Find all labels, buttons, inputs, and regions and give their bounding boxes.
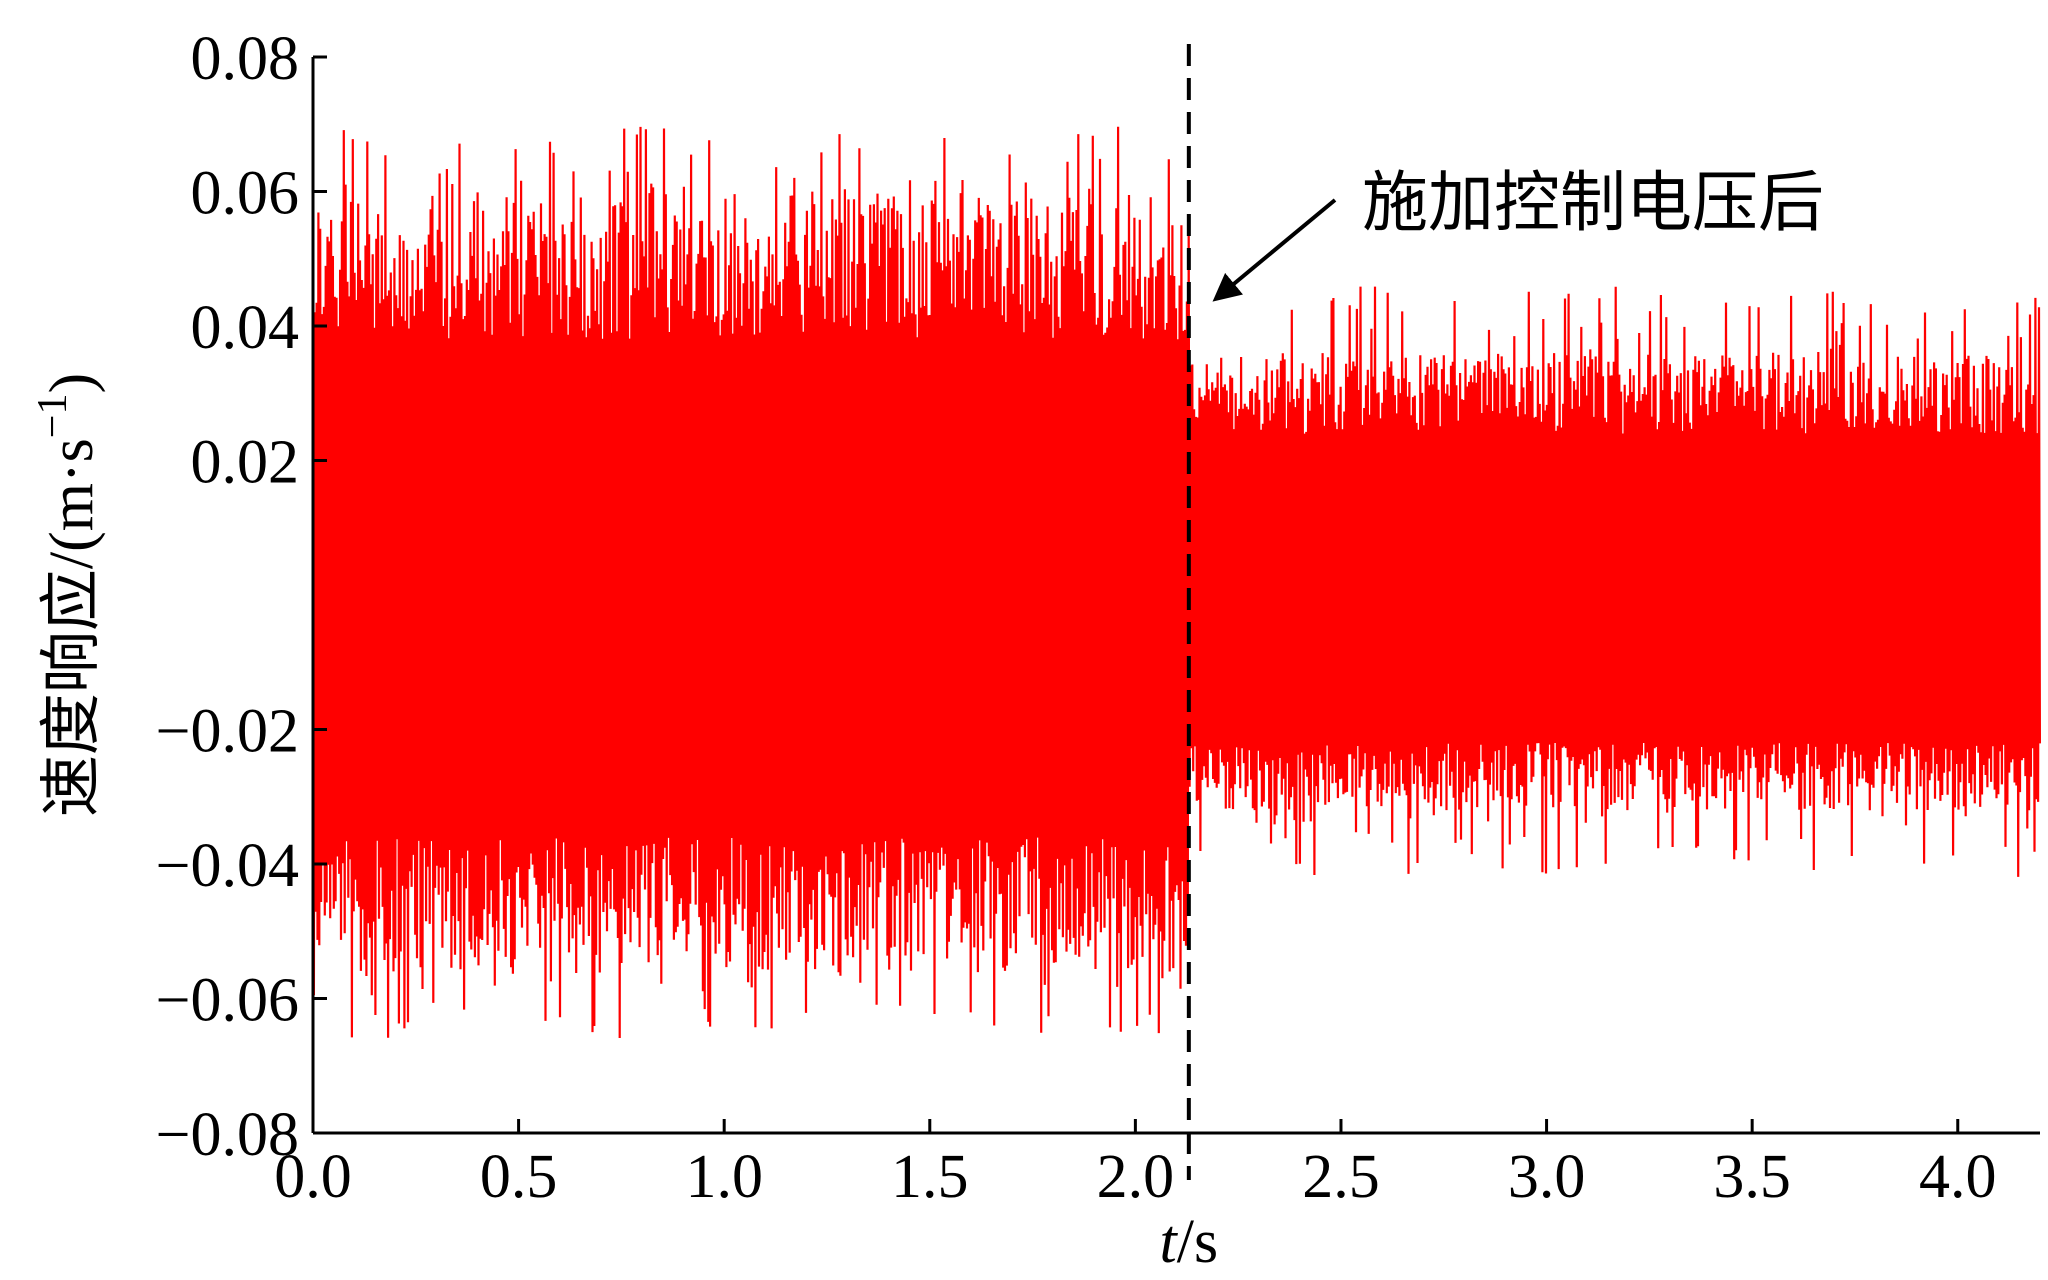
y-tick-label: 0.08 [191, 25, 300, 93]
y-axis-title-close: ) [38, 373, 106, 394]
signal-trace [313, 126, 2041, 1039]
annotation-label: 施加控制电压后 [1362, 164, 1824, 241]
x-axis-title-unit: /s [1177, 1208, 1218, 1275]
x-tick-label: 0.0 [274, 1143, 352, 1211]
x-tick-label: 3.0 [1508, 1143, 1586, 1211]
y-tick-label: −0.04 [156, 832, 299, 900]
annotation-arrow-icon [1212, 198, 1337, 302]
velocity-signal [313, 126, 2041, 1039]
y-tick-label: 0.02 [191, 429, 300, 497]
x-tick-label: 1.0 [685, 1143, 763, 1211]
x-axis-title-variable: t [1160, 1208, 1179, 1275]
y-tick-label: −0.06 [156, 967, 299, 1035]
x-tick-label: 4.0 [1919, 1143, 1997, 1211]
y-axis-title-main: 速度响应/(m·s [38, 438, 106, 817]
x-ticks: 0.0 0.5 1.0 1.5 2.0 2.5 3.0 3.5 4.0 [274, 1119, 1997, 1211]
x-axis-title: t/s [1160, 1208, 1219, 1275]
y-tick-label: 0.06 [191, 160, 300, 228]
x-tick-label: 3.5 [1713, 1143, 1791, 1211]
y-axis-title: 速度响应/(m·s−1) [30, 373, 106, 817]
y-axis-title-exponent: −1 [30, 394, 76, 439]
x-tick-label: 2.0 [1097, 1143, 1175, 1211]
x-tick-label: 2.5 [1302, 1143, 1380, 1211]
x-tick-label: 1.5 [891, 1143, 969, 1211]
y-tick-label: 0.04 [191, 294, 300, 362]
x-tick-label: 0.5 [480, 1143, 558, 1211]
y-tick-label: −0.02 [156, 698, 299, 766]
y-ticks: 0.08 0.06 0.04 0.02 −0.02 −0.04 −0.06 −0.08 [156, 25, 327, 1169]
y-tick-label: −0.08 [156, 1101, 299, 1169]
annotation: 施加控制电压后 [1212, 164, 1824, 302]
